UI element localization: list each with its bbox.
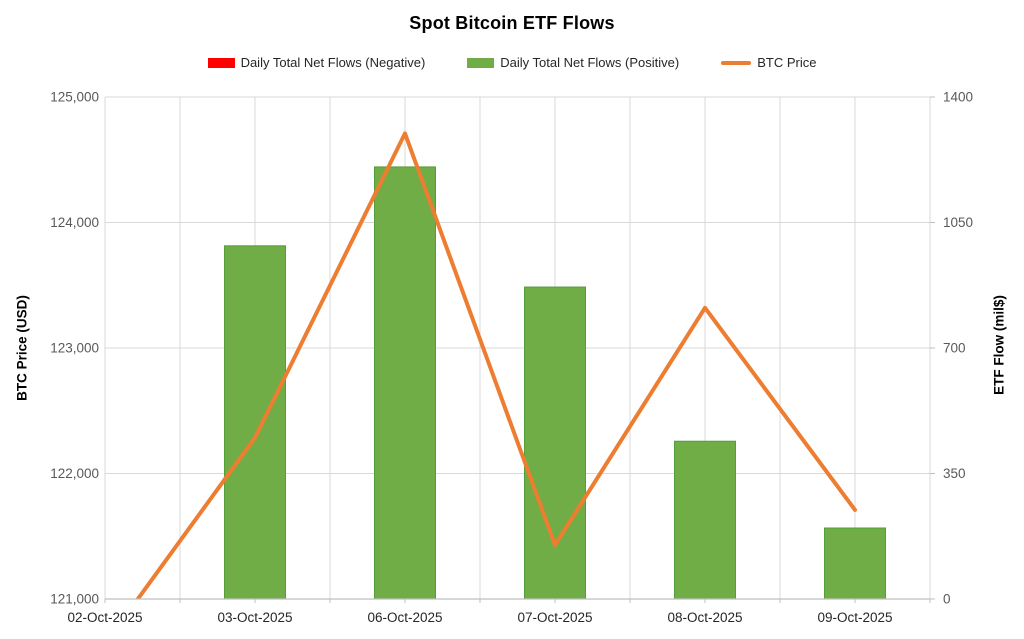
right-axis-tick-label: 1400 — [943, 90, 973, 105]
left-axis-tick-label: 123,000 — [50, 341, 99, 356]
right-axis-tick-label: 700 — [943, 341, 966, 356]
left-axis-tick-label: 125,000 — [50, 90, 99, 105]
flow-bar-09-Oct-2025 — [824, 527, 886, 600]
x-axis-tick-label: 08-Oct-2025 — [667, 610, 742, 625]
right-axis-tick-label: 350 — [943, 466, 966, 481]
legend-item-positive-flows[interactable]: Daily Total Net Flows (Positive) — [467, 55, 679, 70]
btc-price-line — [135, 131, 857, 599]
positive-flows-swatch-icon — [467, 57, 495, 68]
flow-bar-03-Oct-2025 — [224, 245, 286, 600]
btc-price-line-swatch-icon — [721, 60, 752, 65]
left-axis-tick-label: 121,000 — [50, 592, 99, 607]
x-axis-tick-label: 03-Oct-2025 — [217, 610, 292, 625]
x-axis-tick-label: 09-Oct-2025 — [817, 610, 892, 625]
x-axis-tick-label: 02-Oct-2025 — [67, 610, 142, 625]
legend-label-btc-price: BTC Price — [757, 55, 817, 70]
legend-label-positive: Daily Total Net Flows (Positive) — [500, 55, 680, 70]
chart-title: Spot Bitcoin ETF Flows — [409, 13, 615, 33]
flow-bar-07-Oct-2025 — [524, 286, 586, 600]
right-axis-tick-label: 1050 — [943, 215, 973, 230]
flow-bar-08-Oct-2025 — [674, 440, 736, 600]
negative-flows-swatch-icon — [207, 57, 235, 68]
left-axis-tick-label: 122,000 — [50, 466, 99, 481]
right-axis-tick-label: 0 — [943, 592, 951, 607]
x-axis-tick-label: 06-Oct-2025 — [367, 610, 442, 625]
legend-item-negative-flows[interactable]: Daily Total Net Flows (Negative) — [207, 55, 426, 70]
x-axis-tick-label: 07-Oct-2025 — [517, 610, 592, 625]
left-axis-tick-label: 124,000 — [50, 215, 99, 230]
legend: Daily Total Net Flows (Negative) Daily T… — [0, 55, 1024, 70]
legend-item-btc-price[interactable]: BTC Price — [721, 55, 816, 70]
legend-label-negative: Daily Total Net Flows (Negative) — [240, 55, 426, 70]
flow-bar-06-Oct-2025 — [374, 166, 436, 600]
